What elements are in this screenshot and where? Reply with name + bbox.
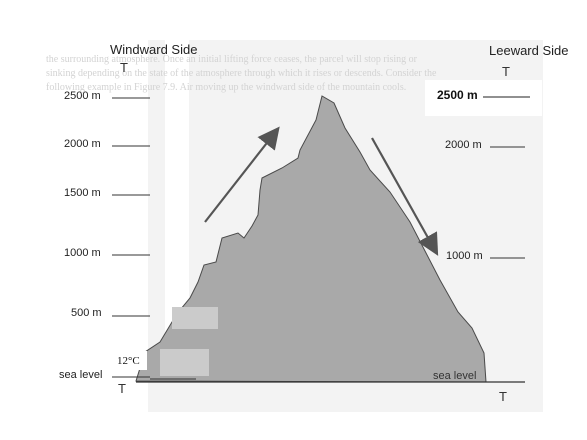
- leeward-temperature-symbol-top: T: [502, 64, 510, 79]
- windward-sea-level-temperature: 12°C: [117, 355, 140, 367]
- leeward-sea-level-label: sea level: [433, 370, 477, 382]
- rising-air-arrow: [204, 126, 280, 223]
- leeward-temperature-symbol-bottom: T: [499, 389, 507, 404]
- windward-elevation-1500: 1500 m: [64, 187, 101, 199]
- temperature-box: [112, 351, 147, 370]
- windward-elevation-2500: 2500 m: [64, 90, 101, 102]
- windward-temperature-symbol-bottom: T: [118, 381, 126, 396]
- windward-sea-level-label: sea level: [59, 369, 103, 381]
- windward-elevation-1000: 1000 m: [64, 247, 101, 259]
- background-text-line: following example in Figure 7.9. Air mov…: [46, 82, 406, 93]
- leeward-side-title: Leeward Side: [489, 43, 569, 58]
- redaction-patch-500m: [172, 307, 218, 329]
- descending-air-arrow: [371, 137, 439, 256]
- leeward-elevation-2000: 2000 m: [445, 139, 482, 151]
- background-text-line: sinking depending on the state of the at…: [46, 68, 437, 79]
- windward-elevation-500: 500 m: [71, 307, 102, 319]
- redaction-patch-sea: [160, 349, 209, 376]
- windward-side-title: Windward Side: [110, 42, 198, 57]
- mountain: [135, 95, 487, 383]
- leeward-elevation-1000: 1000 m: [446, 250, 483, 262]
- windward-temperature-symbol-top: T: [120, 60, 128, 75]
- leeward-label-patch: [425, 80, 542, 116]
- windward-elevation-2000: 2000 m: [64, 138, 101, 150]
- background-text-line: the surrounding atmosphere. Once an init…: [46, 54, 418, 65]
- leeward-elevation-2500: 2500 m: [437, 88, 478, 102]
